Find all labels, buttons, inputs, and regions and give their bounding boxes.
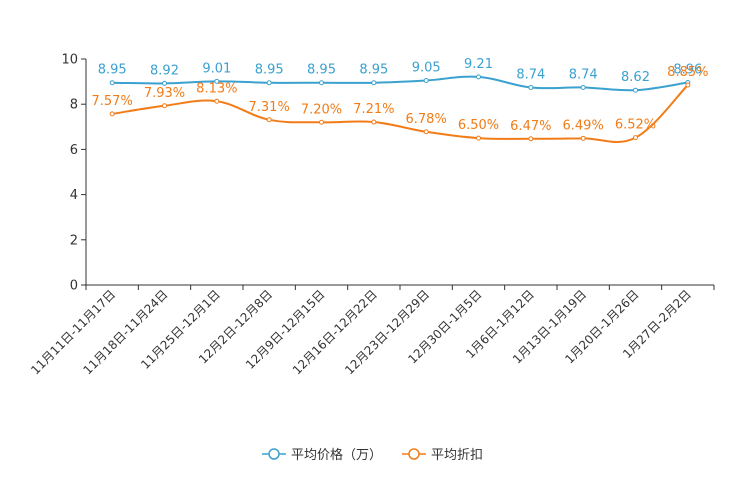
series-line	[112, 75, 688, 92]
data-point[interactable]	[109, 80, 115, 86]
data-label: 8.95	[307, 63, 336, 78]
data-point[interactable]	[371, 119, 377, 125]
legend-marker-icon	[408, 448, 420, 460]
data-point[interactable]	[633, 87, 638, 93]
data-label: 8.74	[569, 67, 598, 82]
data-label: 8.92	[150, 63, 179, 78]
data-point[interactable]	[319, 119, 324, 125]
data-label: 6.52%	[615, 118, 656, 133]
y-tick-label: 4	[70, 188, 78, 203]
data-label: 9.05	[412, 60, 441, 75]
y-tick-label: 10	[61, 53, 78, 68]
legend-item-2[interactable]: 平均折扣	[402, 448, 483, 463]
data-point[interactable]	[371, 80, 377, 86]
data-label: 8.74	[516, 67, 545, 82]
data-point[interactable]	[266, 117, 272, 123]
x-tick-label: 11月11日-11月17日	[28, 287, 118, 377]
data-point[interactable]	[214, 98, 220, 104]
y-tick-label: 8	[70, 98, 78, 113]
data-label: 6.47%	[510, 119, 551, 134]
data-point[interactable]	[162, 80, 167, 86]
data-point[interactable]	[423, 129, 429, 135]
data-point[interactable]	[685, 82, 691, 88]
legend[interactable]: 平均价格（万） 平均折扣	[262, 447, 483, 463]
data-point[interactable]	[162, 103, 167, 109]
data-label: 7.21%	[353, 102, 394, 117]
series-layer: 8.95 8.92 9.01 8.95 8.95 8.95 9.05 9.21 8.74 8.74…	[92, 57, 708, 144]
data-label: 8.96	[673, 63, 702, 78]
data-point[interactable]	[476, 74, 481, 80]
series-line	[112, 84, 689, 144]
data-point[interactable]	[109, 111, 115, 117]
legend-marker-icon	[268, 448, 280, 460]
data-label: 6.49%	[563, 118, 604, 133]
data-label: 9.01	[202, 61, 231, 76]
data-point[interactable]	[528, 136, 534, 142]
data-point[interactable]	[214, 78, 220, 84]
data-label: 6.78%	[406, 112, 447, 127]
data-point[interactable]	[580, 84, 586, 90]
data-point[interactable]	[266, 80, 272, 86]
legend-item-1[interactable]: 平均价格（万）	[262, 447, 382, 463]
data-point[interactable]	[528, 84, 534, 90]
data-point[interactable]	[423, 77, 429, 83]
data-label: 8.95	[98, 63, 127, 78]
y-tick-label: 2	[70, 233, 78, 248]
series-2: 7.57% 7.93% 8.13% 7.31% 7.20% 7.21% 6.78% 6.50%…	[92, 65, 708, 144]
data-label: 8.85%	[667, 65, 708, 80]
data-label: 7.20%	[301, 102, 342, 117]
data-label: 7.31%	[249, 100, 290, 115]
y-tick-label: 6	[70, 143, 78, 158]
y-tick-label: 0	[70, 279, 78, 294]
data-label: 9.21	[464, 57, 493, 72]
legend-label: 平均价格（万）	[291, 447, 382, 463]
data-label: 7.93%	[144, 86, 185, 101]
data-point[interactable]	[476, 135, 481, 141]
data-point[interactable]	[319, 80, 324, 86]
legend-label: 平均折扣	[431, 448, 483, 463]
data-point[interactable]	[580, 135, 586, 141]
data-label: 8.95	[255, 63, 284, 78]
data-label: 8.13%	[196, 81, 237, 96]
data-point[interactable]	[633, 135, 638, 141]
data-label: 8.62	[621, 70, 650, 85]
data-label: 7.57%	[92, 94, 133, 109]
data-label: 8.95	[359, 63, 388, 78]
series-1: 8.95 8.92 9.01 8.95 8.95 8.95 9.05 9.21 8.74 8.74…	[98, 57, 702, 93]
data-label: 6.50%	[458, 118, 499, 133]
